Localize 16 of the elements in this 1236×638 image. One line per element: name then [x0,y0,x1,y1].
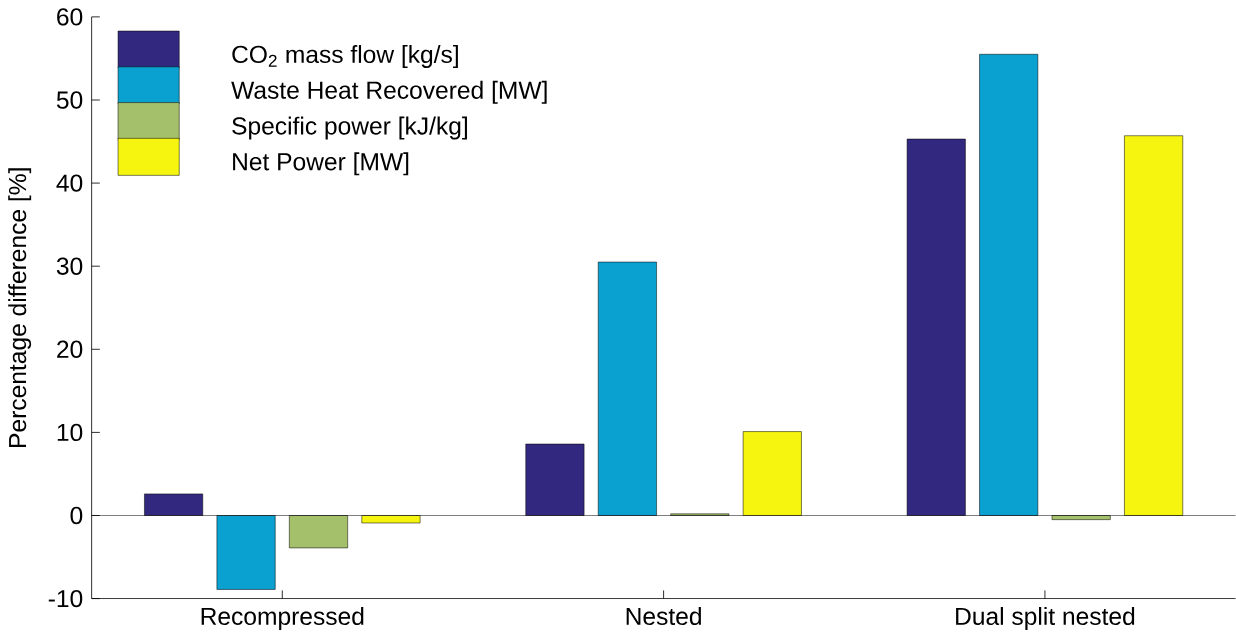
legend-label: Net Power [MW] [233,152,409,176]
legend-label: Specific power [kJ/kg] [232,116,467,140]
y-tick-label: 30 [56,257,83,275]
y-tick-label: 20 [57,340,83,358]
legend-label: Waste Heat Recovered [MW] [231,80,547,104]
y-tick-label: 50 [56,91,83,109]
y-axis-title: Percentage difference [%] [8,168,32,447]
y-tick-label: 0 [70,506,83,525]
legend-label: CO$_{2}$ mass flow [kg/s] [232,45,458,68]
x-tick-label: Dual split nested [956,606,1135,630]
y-tick-label: 40 [56,174,83,192]
y-tick-label: 60 [57,8,83,26]
x-tick-label: Nested [626,606,701,625]
x-tick-label: Recompressed [201,606,364,630]
y-tick-label: -10 [48,589,83,608]
y-tick-label: 10 [57,423,83,442]
